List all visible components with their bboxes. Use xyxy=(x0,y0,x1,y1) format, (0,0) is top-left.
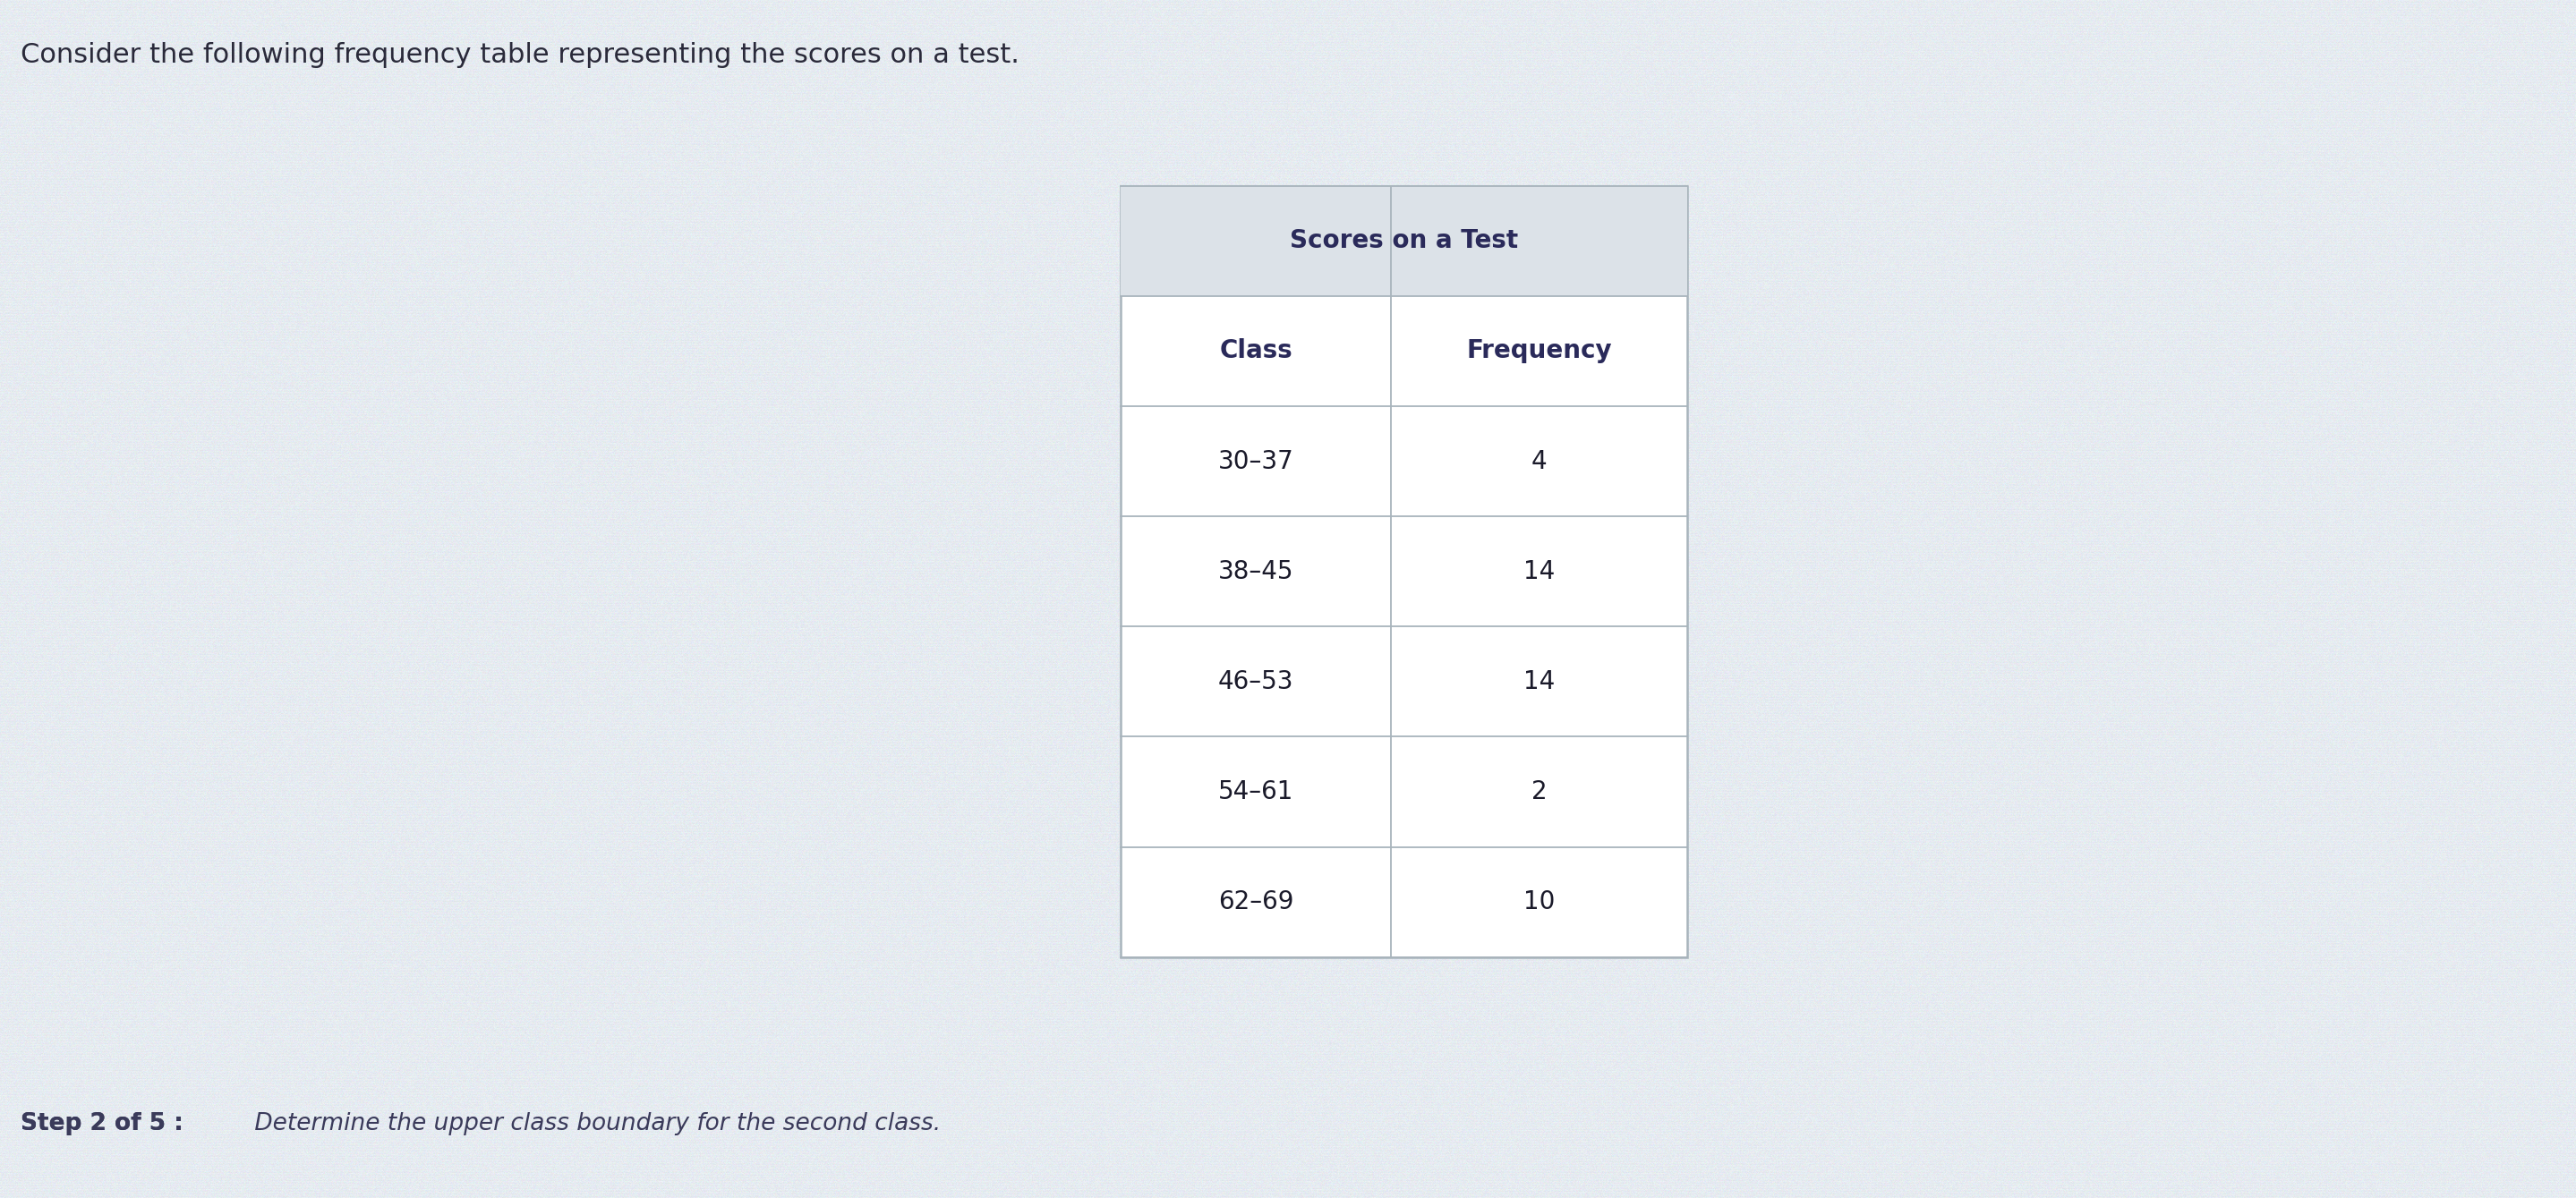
Text: Consider the following frequency table representing the scores on a test.: Consider the following frequency table r… xyxy=(21,42,1020,68)
Text: Scores on a Test: Scores on a Test xyxy=(1291,229,1517,253)
Text: Class: Class xyxy=(1218,339,1293,363)
Text: 10: 10 xyxy=(1522,890,1556,914)
Text: Step 2 of 5 :: Step 2 of 5 : xyxy=(21,1112,183,1135)
Text: 30–37: 30–37 xyxy=(1218,449,1293,473)
Text: Step 2 of 5 :: Step 2 of 5 : xyxy=(21,1112,183,1135)
Text: Step 2 of 5 :: Step 2 of 5 : xyxy=(21,1112,183,1135)
Text: 38–45: 38–45 xyxy=(1218,559,1293,583)
Text: 54–61: 54–61 xyxy=(1218,780,1293,804)
Text: Frequency: Frequency xyxy=(1466,339,1613,363)
Text: 4: 4 xyxy=(1530,449,1548,473)
Text: 46–53: 46–53 xyxy=(1218,670,1293,694)
Text: 14: 14 xyxy=(1522,559,1556,583)
Text: 14: 14 xyxy=(1522,670,1556,694)
Text: 2: 2 xyxy=(1530,780,1548,804)
Text: 62–69: 62–69 xyxy=(1218,890,1293,914)
Bar xyxy=(1121,186,1687,296)
Text: Determine the upper class boundary for the second class.: Determine the upper class boundary for t… xyxy=(247,1112,940,1135)
Bar xyxy=(1121,186,1687,957)
